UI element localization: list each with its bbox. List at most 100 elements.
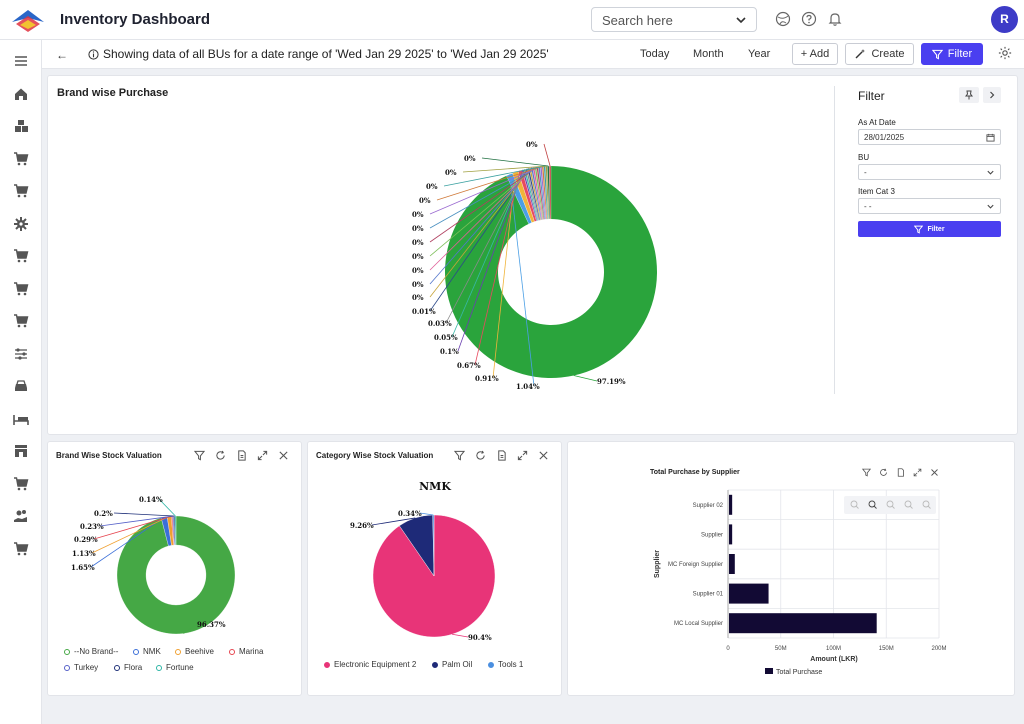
sidebar-gear-icon[interactable] <box>13 216 29 232</box>
create-button[interactable]: Create <box>845 43 914 65</box>
legend-item[interactable]: NMK <box>133 647 161 656</box>
sidebar-cart-icon[interactable] <box>13 476 29 492</box>
x-tick-label: 150M <box>879 646 894 652</box>
refresh-icon[interactable] <box>879 468 888 477</box>
legend-label[interactable]: Total Purchase <box>776 669 822 676</box>
user-avatar[interactable]: R <box>991 6 1018 33</box>
legend-item[interactable]: Turkey <box>64 663 98 672</box>
range-today-button[interactable]: Today <box>640 48 670 60</box>
sidebar-boxes-icon[interactable] <box>13 118 29 134</box>
legend-item[interactable]: Marina <box>229 647 263 656</box>
range-month-button[interactable]: Month <box>693 48 724 60</box>
close-icon[interactable] <box>930 468 939 477</box>
data-label: 0% <box>464 154 476 163</box>
bar[interactable] <box>729 583 769 604</box>
home-icon[interactable] <box>922 500 931 509</box>
refresh-icon[interactable] <box>215 450 226 461</box>
collapse-filter-button[interactable] <box>983 87 1001 103</box>
help-icon[interactable] <box>801 11 817 27</box>
legend-item[interactable]: Flora <box>114 663 142 672</box>
pie-slice[interactable] <box>116 515 236 635</box>
back-arrow-icon[interactable]: ← <box>56 48 68 62</box>
supplier-chart: 0 50M 100M 150M 200M Supplier 02 Supplier MC Fo… <box>654 489 947 676</box>
legend-item[interactable]: Palm Oil <box>432 660 472 669</box>
y-axis-title: Supplier <box>654 550 661 578</box>
filter-icon[interactable] <box>454 450 465 461</box>
zoom-in-icon[interactable] <box>868 500 877 509</box>
bu-select[interactable]: - <box>858 164 1001 180</box>
legend-label: Turkey <box>74 663 99 672</box>
pie-slice[interactable] <box>445 166 657 379</box>
sidebar-cart-icon[interactable] <box>13 281 29 297</box>
search-input[interactable]: Search here <box>591 7 757 32</box>
sidebar-bed-icon[interactable] <box>13 411 29 427</box>
expand-icon[interactable] <box>913 468 922 477</box>
label-leader-line <box>91 516 170 554</box>
data-label: 0.03% <box>428 319 452 328</box>
item-cat-value: - - <box>864 202 872 211</box>
refresh-icon[interactable] <box>475 450 486 461</box>
close-icon[interactable] <box>538 450 549 461</box>
legend-label: Marina <box>239 647 264 656</box>
label-leader-line <box>113 512 175 517</box>
bar[interactable] <box>729 613 877 634</box>
export-icon[interactable] <box>896 468 905 477</box>
zoom-reset-icon[interactable] <box>886 500 895 509</box>
as-at-date-field[interactable]: 28/01/2025 <box>858 129 1001 145</box>
legend-marker <box>175 648 181 655</box>
legend-item[interactable]: --No Brand-- <box>64 647 118 656</box>
sidebar-cart-icon[interactable] <box>13 541 29 557</box>
sidebar-cart-icon[interactable] <box>13 313 29 329</box>
data-label: 1.13% <box>72 549 96 558</box>
label-leader-line <box>93 515 173 540</box>
item-cat-select[interactable]: - - <box>858 198 1001 214</box>
export-icon[interactable] <box>496 450 507 461</box>
y-tick-label: Supplier 02 <box>693 503 724 509</box>
close-icon[interactable] <box>278 450 289 461</box>
sidebar-home-icon[interactable] <box>13 86 29 102</box>
legend-item[interactable]: Tools 1 <box>488 660 523 669</box>
panel-toolbar <box>862 468 939 477</box>
label-leader-line <box>429 167 531 298</box>
bell-icon[interactable] <box>827 11 843 27</box>
sidebar-cart-icon[interactable] <box>13 151 29 167</box>
apply-filter-button[interactable]: Filter <box>858 221 1001 237</box>
sidebar-menu-icon[interactable] <box>13 53 29 69</box>
data-label: 9.26% <box>350 521 374 530</box>
filter-icon[interactable] <box>862 468 871 477</box>
filter-toggle-button[interactable]: Filter <box>921 43 983 65</box>
export-icon[interactable] <box>236 450 247 461</box>
add-button[interactable]: + Add <box>792 43 838 65</box>
sidebar-cart-icon[interactable] <box>13 248 29 264</box>
date-range-info: Showing data of all BUs for a date range… <box>88 47 549 61</box>
sidebar-car-icon[interactable] <box>13 378 29 394</box>
expand-icon[interactable] <box>257 450 268 461</box>
legend-item[interactable]: Electronic Equipment 2 <box>324 660 416 669</box>
sidebar-sliders-icon[interactable] <box>13 346 29 362</box>
bar[interactable] <box>729 524 733 545</box>
label-leader-line <box>429 166 540 229</box>
pan-icon[interactable] <box>904 500 913 509</box>
sidebar-hand-coins-icon[interactable] <box>13 508 29 524</box>
label-leader-line <box>419 512 434 516</box>
label-leader-line <box>452 633 469 638</box>
filter-icon[interactable] <box>194 450 205 461</box>
pin-button[interactable] <box>959 87 979 103</box>
globe-icon[interactable] <box>775 11 791 27</box>
legend-item[interactable]: Fortune <box>156 663 194 672</box>
zoom-out-icon[interactable] <box>850 500 859 509</box>
range-year-button[interactable]: Year <box>748 48 771 60</box>
sidebar-cart-icon[interactable] <box>13 183 29 199</box>
divider <box>834 86 835 394</box>
legend-item[interactable]: Beehive <box>175 647 214 656</box>
bar[interactable] <box>729 554 735 574</box>
label-leader-line <box>429 166 536 257</box>
label-leader-line <box>462 165 547 173</box>
supplier-panel: Total Purchase by Supplier 0 50M 100M 150M 2… <box>567 441 1015 696</box>
bar[interactable] <box>729 494 733 515</box>
sidebar-store-icon[interactable] <box>13 443 29 459</box>
expand-icon[interactable] <box>517 450 528 461</box>
label-leader-line <box>429 166 538 243</box>
settings-icon[interactable] <box>998 46 1012 60</box>
label-leader-line <box>509 174 535 387</box>
